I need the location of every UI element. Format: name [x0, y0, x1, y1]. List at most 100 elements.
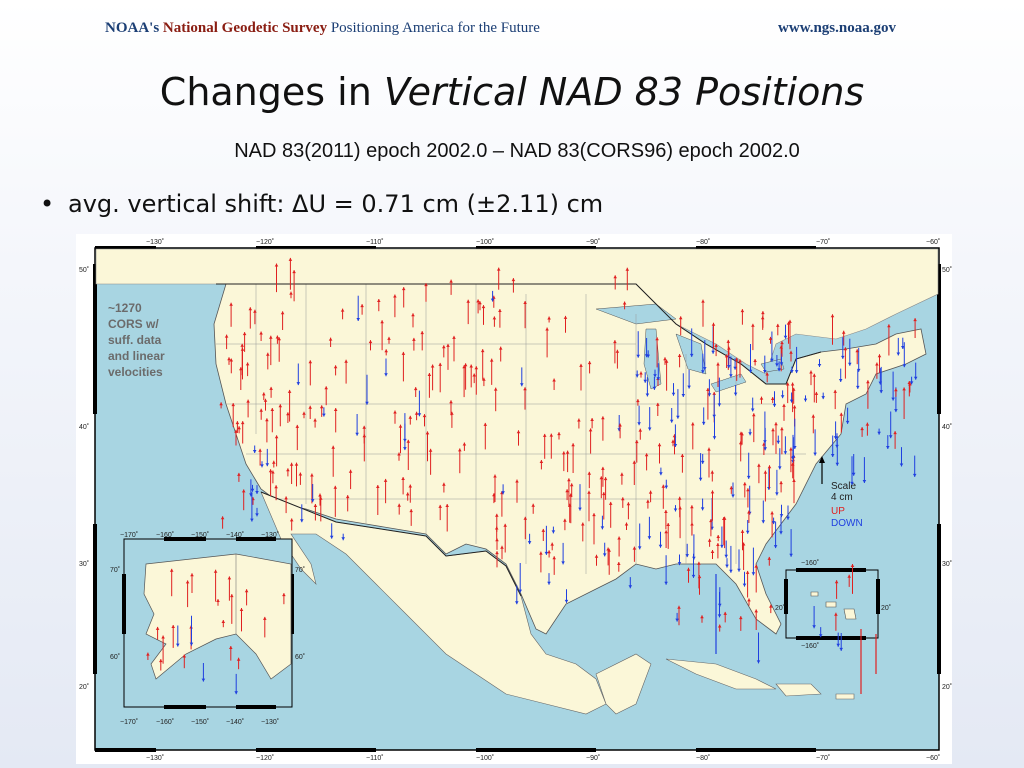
up-arrow-head: [792, 479, 796, 482]
down-arrow-head: [564, 599, 569, 603]
down-arrow-head: [341, 537, 345, 541]
up-arrow-head: [383, 478, 388, 482]
up-arrow-head: [710, 490, 715, 494]
up-arrow-head: [542, 433, 547, 437]
up-arrow-head: [240, 343, 244, 347]
up-arrow-head: [761, 311, 765, 315]
up-arrow-head: [648, 490, 653, 494]
up-arrow-head: [613, 340, 617, 344]
up-arrow-head: [812, 373, 817, 377]
up-arrow-head: [740, 432, 744, 436]
up-arrow-head: [282, 593, 286, 597]
down-arrow-head: [862, 480, 867, 483]
up-arrow-head: [747, 510, 751, 514]
up-arrow-head: [430, 364, 435, 368]
up-arrow-head: [571, 443, 575, 447]
up-arrow-head: [318, 493, 322, 497]
lat-label: 50˚: [942, 266, 952, 274]
down-arrow-head: [748, 369, 753, 373]
up-arrow-head: [716, 543, 720, 546]
down-arrow-head: [913, 376, 918, 380]
up-arrow-head: [405, 492, 410, 496]
down-arrow-head: [691, 574, 696, 578]
up-arrow-head: [552, 378, 556, 382]
down-arrow-head: [712, 436, 717, 440]
up-arrow-head: [913, 318, 917, 322]
down-arrow-head: [501, 491, 505, 495]
up-arrow-head: [277, 337, 281, 341]
up-arrow-head: [244, 589, 249, 593]
down-arrow-head: [515, 601, 519, 605]
down-arrow-head: [838, 379, 843, 382]
up-arrow-head: [278, 404, 283, 408]
down-arrow-head: [355, 432, 359, 436]
up-arrow-head: [333, 485, 338, 489]
up-arrow-head: [539, 460, 544, 463]
down-arrow-head: [490, 298, 495, 302]
down-arrow-head: [644, 354, 649, 358]
up-arrow-head: [438, 362, 442, 366]
down-arrow-head: [685, 554, 689, 558]
down-arrow-head: [602, 553, 607, 557]
yucatan-land: [595, 653, 652, 715]
down-arrow-head: [912, 473, 917, 477]
up-arrow-head: [765, 372, 769, 376]
down-arrow-head: [260, 464, 264, 468]
down-arrow-head: [403, 447, 407, 451]
up-arrow-head: [767, 465, 772, 469]
up-arrow-head: [221, 620, 226, 623]
up-arrow-head: [224, 334, 229, 338]
down-arrow-head: [255, 513, 259, 517]
up-arrow-head: [830, 314, 835, 318]
header-bar: NOAA's National Geodetic Survey Position…: [0, 0, 1024, 60]
down-arrow-head: [701, 370, 705, 374]
up-arrow-head: [263, 398, 268, 402]
alaska-land: [143, 553, 292, 680]
down-arrow-head: [647, 427, 652, 431]
scale-legend: Scale 4 cm UP DOWN: [819, 456, 863, 529]
down-arrow-head: [773, 545, 778, 549]
down-arrow-head: [763, 447, 767, 451]
down-arrow-head: [835, 462, 840, 466]
up-arrow-head: [865, 422, 870, 426]
up-arrow-head: [557, 432, 561, 436]
up-arrow-head: [253, 309, 257, 313]
down-arrow-head: [733, 366, 737, 370]
up-arrow-head: [565, 450, 570, 454]
up-arrow-head: [287, 389, 292, 393]
down-arrow-head: [786, 516, 790, 520]
hawaii-lon-label: −160˚: [801, 642, 819, 650]
down-arrow-head: [899, 463, 904, 467]
down-arrow-head: [417, 413, 422, 417]
up-arrow-head: [274, 435, 279, 439]
lon-label: −110˚: [366, 754, 384, 762]
up-arrow-head: [469, 364, 473, 368]
lat-label: 20˚: [79, 683, 89, 691]
down-arrow-head: [717, 614, 722, 618]
up-arrow-head: [734, 357, 739, 361]
down-arrow-head: [848, 362, 852, 366]
up-arrow-head: [740, 309, 745, 313]
up-arrow-head: [286, 468, 290, 472]
up-arrow-head: [171, 625, 175, 628]
down-arrow-head: [812, 625, 816, 629]
cors-note: ~1270 CORS w/ suff. data and linear velo…: [108, 301, 165, 379]
up-arrow-head: [588, 428, 593, 432]
header-url[interactable]: www.ngs.noaa.gov: [778, 20, 896, 36]
up-arrow-head: [587, 490, 591, 494]
down-arrow-head: [647, 536, 652, 540]
up-arrow-head: [445, 504, 449, 507]
hawaii-lat-label: 20˚: [775, 604, 785, 612]
up-arrow-head: [875, 362, 879, 366]
down-arrow-head: [329, 535, 334, 539]
up-arrow-head: [729, 486, 734, 490]
up-arrow-head: [707, 538, 712, 542]
cors-arrows: [146, 257, 918, 695]
down-arrow-head: [578, 507, 582, 511]
up-arrow-head: [785, 382, 790, 386]
up-arrow-head: [248, 307, 253, 311]
down-arrow-head: [783, 451, 788, 455]
cuba-land: [665, 658, 777, 690]
up-arrow-head: [483, 422, 488, 426]
bullet-item: • avg. vertical shift: ΔU = 0.71 cm (±2.1…: [40, 190, 603, 218]
